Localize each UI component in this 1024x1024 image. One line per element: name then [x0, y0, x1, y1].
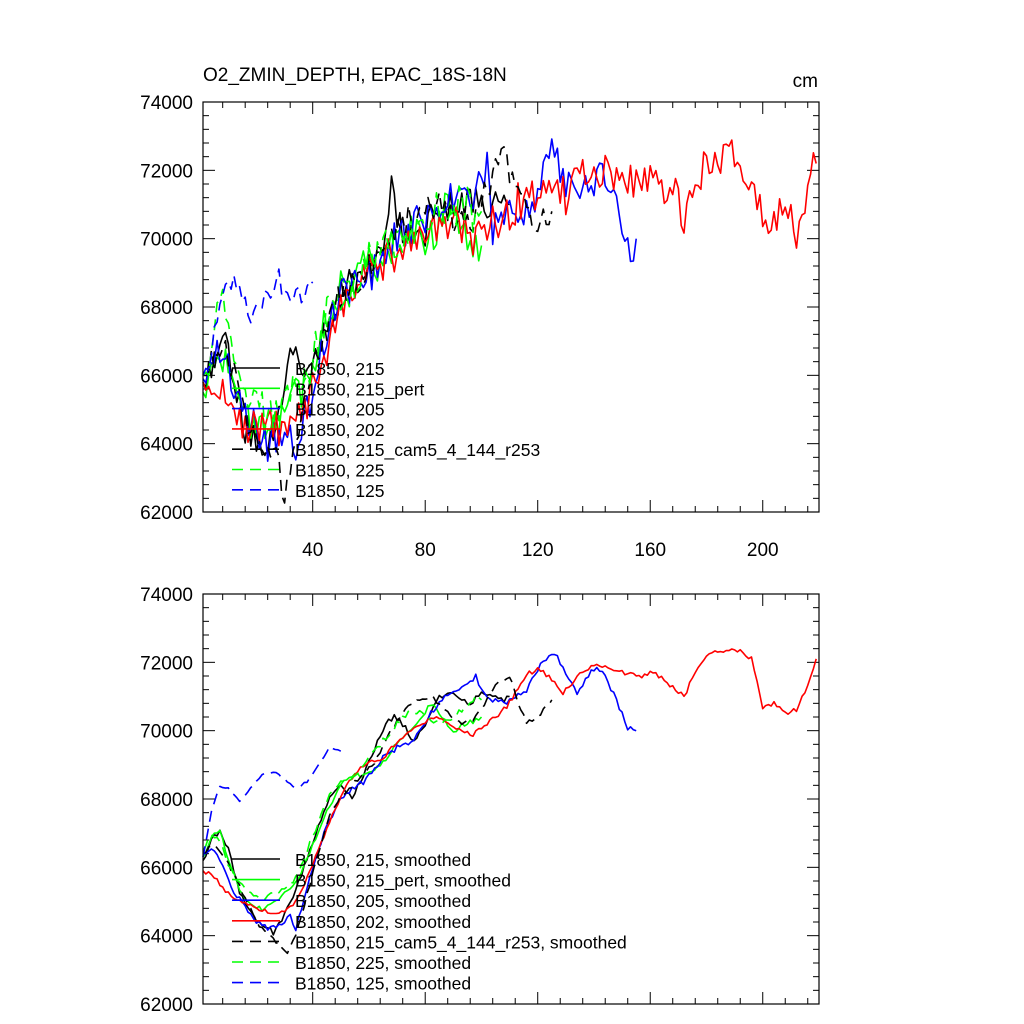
bottom-series-group	[202, 648, 817, 955]
y-tick-label: 70000	[140, 230, 193, 251]
legend-label: B1850, 215_pert, smoothed	[295, 871, 511, 892]
y-tick-label: 68000	[140, 790, 193, 811]
y-tick-label: 66000	[140, 366, 193, 387]
y-tick-label: 62000	[140, 995, 193, 1016]
bottom-axes: 62000 64000 66000 68000 70000 72000 74000	[140, 585, 819, 1016]
top-series-group	[202, 138, 817, 504]
x-tick-label: 40	[302, 540, 323, 561]
legend-label: B1850, 205, smoothed	[295, 891, 471, 911]
chart-title: O2_ZMIN_DEPTH, EPAC_18S-18N	[203, 65, 507, 86]
series-line	[202, 704, 483, 912]
legend-label: B1850, 205	[295, 400, 385, 420]
y-tick-label: 68000	[140, 298, 193, 319]
series-line	[202, 146, 553, 504]
legend-label: B1850, 215_pert	[295, 379, 425, 400]
legend-label: B1850, 202, smoothed	[295, 912, 471, 932]
series-line	[202, 653, 637, 932]
legend-label: B1850, 225	[295, 461, 385, 481]
series-line	[202, 138, 637, 463]
legend-label: B1850, 215_cam5_4_144_r253	[295, 440, 540, 461]
y-tick-label: 72000	[140, 161, 193, 182]
y-tick-label: 74000	[140, 93, 193, 114]
legend-label: B1850, 125, smoothed	[295, 974, 471, 994]
series-line	[202, 694, 483, 901]
y-tick-label: 74000	[140, 585, 193, 606]
legend-label: B1850, 215	[295, 359, 385, 379]
series-line	[202, 139, 817, 447]
bottom-plot-frame	[202, 593, 820, 1005]
series-line	[202, 175, 510, 456]
x-tick-label: 120	[522, 540, 554, 561]
y-tick-label: 64000	[140, 927, 193, 948]
y-tick-label: 70000	[140, 722, 193, 743]
series-line	[202, 676, 553, 955]
series-line	[202, 745, 342, 858]
x-tick-label: 80	[415, 540, 436, 561]
y-tick-label: 62000	[140, 503, 193, 524]
series-line	[202, 185, 483, 432]
bottom-line-chart-panel: 62000 64000 66000 68000 70000 72000 74000 B185…	[140, 585, 820, 1016]
legend-label: B1850, 125	[295, 481, 385, 501]
x-tick-label: 200	[747, 540, 779, 561]
top-line-chart-panel: O2_ZMIN_DEPTH, EPAC_18S-18N cm 62000 6400…	[140, 65, 820, 561]
y-tick-label: 64000	[140, 435, 193, 456]
series-line	[202, 192, 483, 440]
legend-label: B1850, 202	[295, 420, 385, 440]
series-line	[202, 268, 314, 376]
y-tick-label: 66000	[140, 858, 193, 879]
units-label: cm	[793, 71, 818, 92]
top-plot-frame	[202, 101, 820, 513]
top-axes: 62000 64000 66000 68000 70000 72000 74000 40 80 1…	[140, 93, 819, 561]
series-line	[202, 648, 817, 915]
y-tick-label: 72000	[140, 653, 193, 674]
legend-label: B1850, 215_cam5_4_144_r253, smoothed	[295, 932, 627, 953]
legend-label: B1850, 215, smoothed	[295, 850, 471, 870]
legend-label: B1850, 225, smoothed	[295, 953, 471, 973]
x-tick-label: 160	[634, 540, 666, 561]
